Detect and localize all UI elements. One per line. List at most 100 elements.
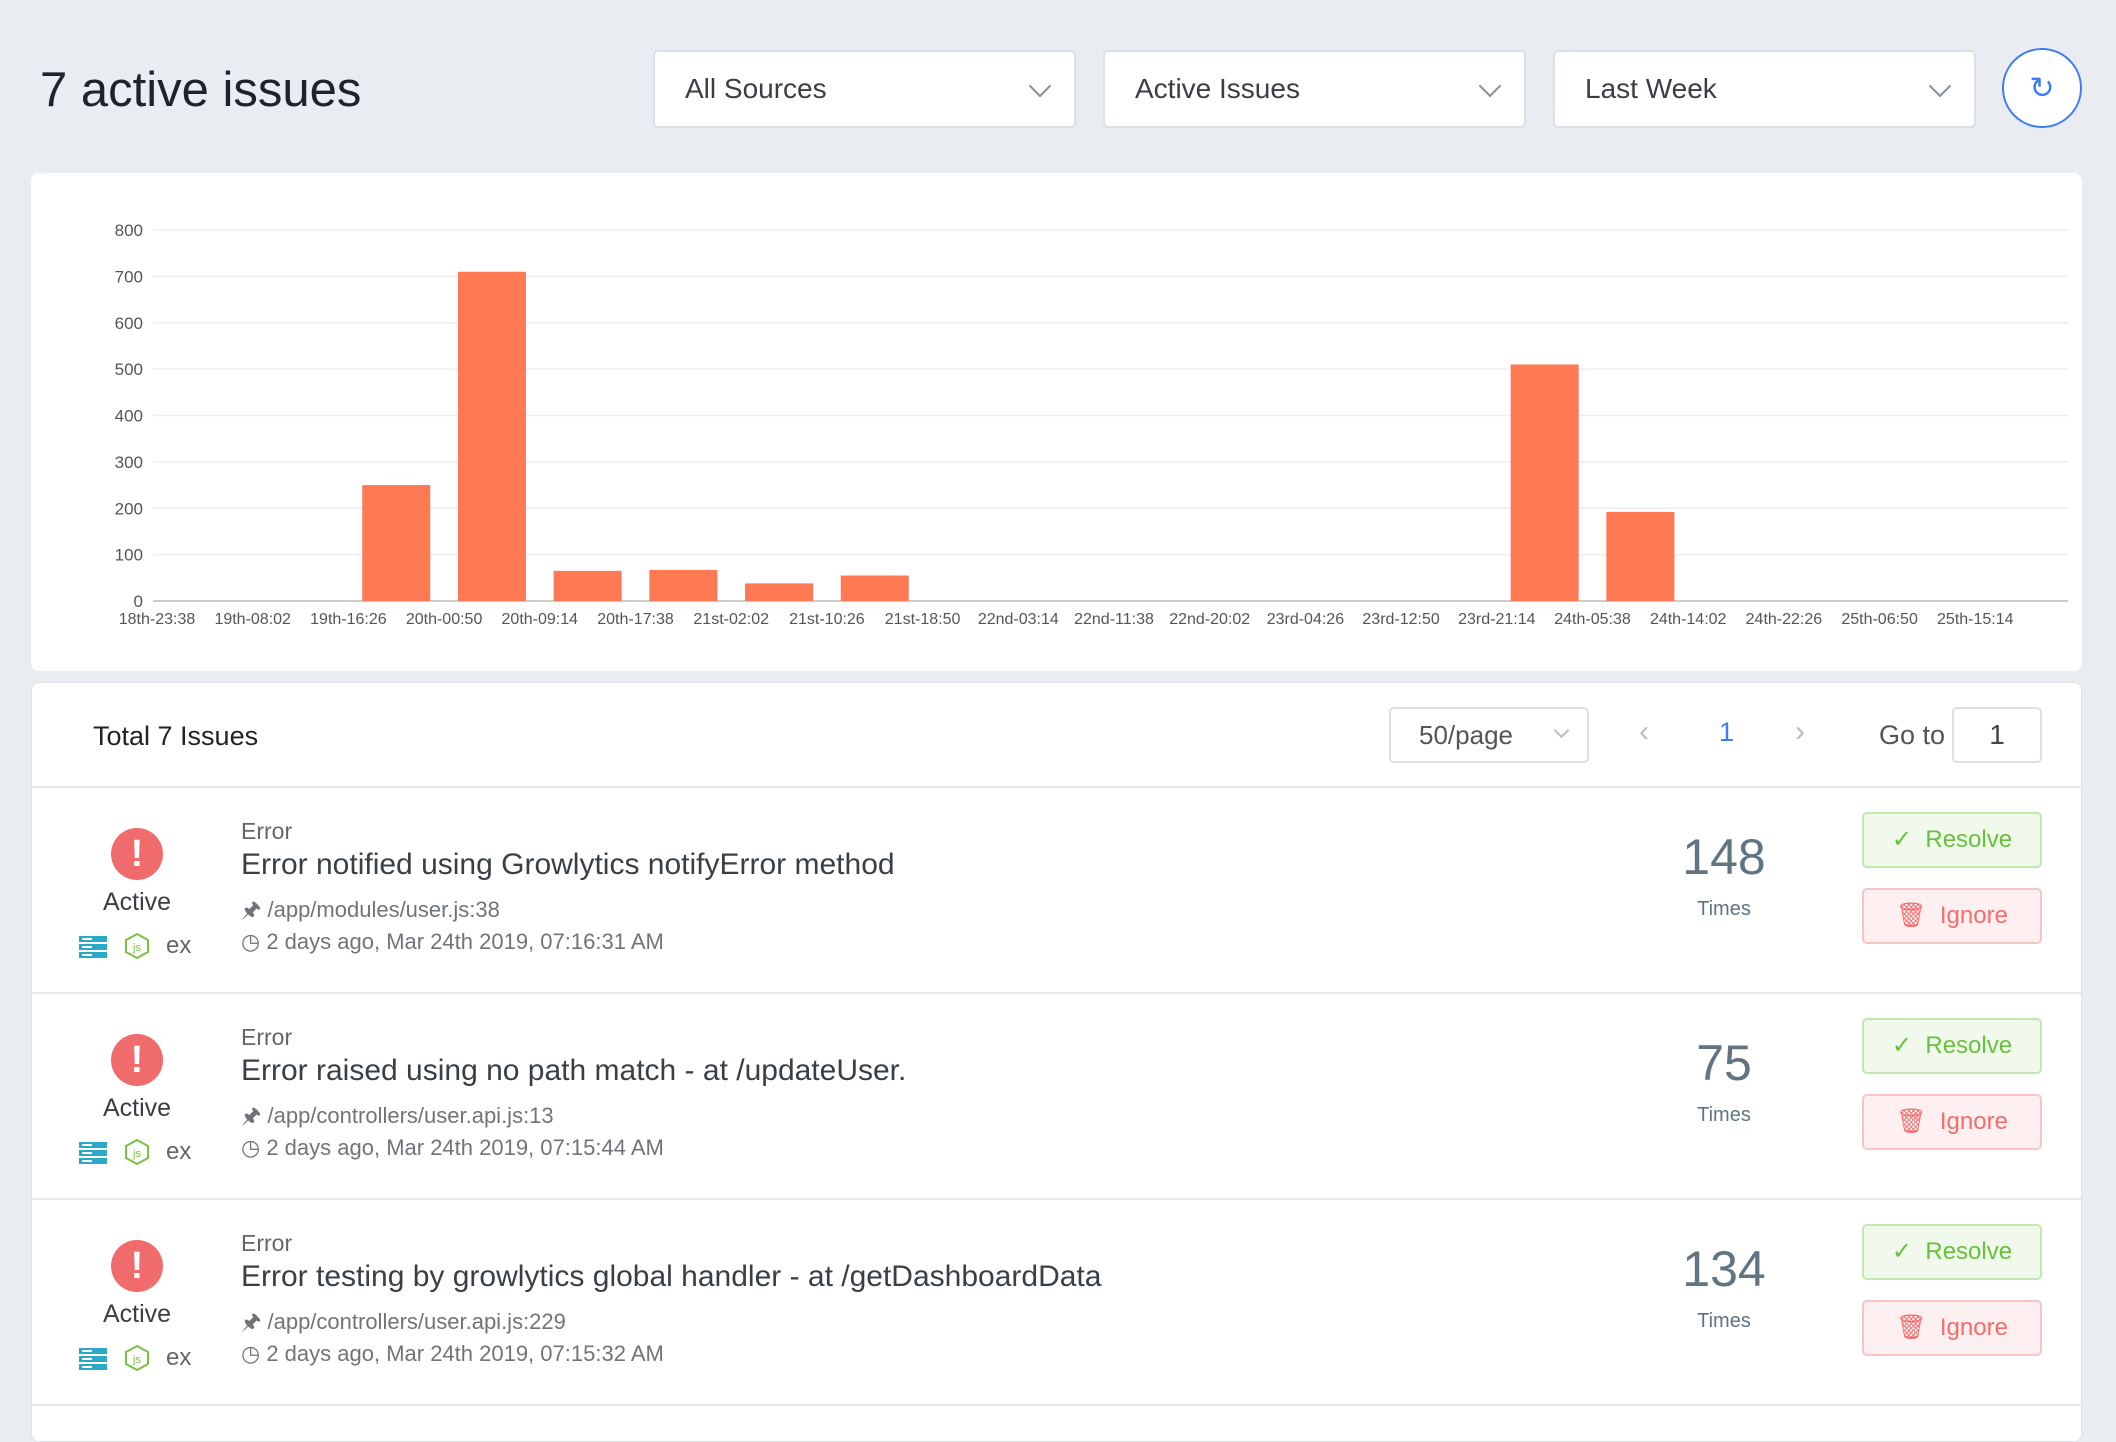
status-filter-dropdown[interactable]: Active Issues <box>1103 50 1526 128</box>
x-tick-label: 22nd-20:02 <box>1169 611 1250 628</box>
x-tick-label: 24th-14:02 <box>1650 611 1727 628</box>
nodejs-icon: js <box>125 1345 149 1371</box>
x-tick-label: 19th-08:02 <box>214 611 291 628</box>
occurrence-label: Times <box>1697 1104 1751 1126</box>
list-header: Total 7 Issues 50/page ‹ 1 › Go to <box>32 683 2081 788</box>
pin-icon: 🖈 <box>241 1103 262 1128</box>
goto-page-input[interactable] <box>1952 707 2042 763</box>
refresh-icon: ↻ <box>2029 71 2055 105</box>
check-icon: ✓ <box>1891 1238 1913 1265</box>
page-size-value: 50/page <box>1419 720 1513 750</box>
issue-path: /app/controllers/user.api.js:229 <box>267 1309 566 1334</box>
page-size-select[interactable]: 50/page <box>1389 707 1589 763</box>
express-label: ex <box>166 1138 192 1165</box>
y-tick-label: 200 <box>115 499 143 518</box>
chart-bar <box>457 271 526 601</box>
nodejs-icon: js <box>125 933 149 959</box>
error-icon: ! <box>111 828 163 880</box>
error-icon: ! <box>111 1240 163 1292</box>
y-tick-label: 500 <box>115 360 143 379</box>
issues-list-card: Total 7 Issues 50/page ‹ 1 › Go to ! Act… <box>31 682 2082 1442</box>
x-tick-label: 21st-10:26 <box>789 611 865 628</box>
next-page-button[interactable]: › <box>1795 715 1805 748</box>
source-filter-value: All Sources <box>685 73 827 104</box>
occurrence-count: 75 <box>1696 1035 1752 1091</box>
x-tick-label: 19th-16:26 <box>310 611 387 628</box>
clock-icon: ◷ <box>241 929 261 954</box>
y-tick-label: 800 <box>115 221 143 240</box>
time-range-value: Last Week <box>1585 73 1717 104</box>
chevron-down-icon <box>1928 74 1952 98</box>
chart-bar <box>362 485 431 601</box>
issue-status: Active <box>102 1300 172 1328</box>
issue-status: Active <box>102 1094 172 1122</box>
svg-text:js: js <box>132 1148 141 1160</box>
error-icon: ! <box>111 1034 163 1086</box>
issue-row[interactable]: ! Active js ex Error Error testing by gr… <box>32 1200 2081 1406</box>
check-icon: ✓ <box>1891 826 1913 853</box>
trash-icon: 🗑 <box>1896 902 1927 929</box>
clock-icon: ◷ <box>241 1135 261 1160</box>
y-tick-label: 700 <box>115 267 143 286</box>
svg-text:js: js <box>132 942 141 954</box>
page-title: 7 active issues <box>40 63 362 117</box>
x-tick-label: 22nd-03:14 <box>978 611 1059 628</box>
issue-title[interactable]: Error raised using no path match - at /u… <box>241 1054 907 1087</box>
x-tick-label: 25th-06:50 <box>1841 611 1918 628</box>
time-range-dropdown[interactable]: Last Week <box>1553 50 1976 128</box>
y-tick-label: 0 <box>134 592 143 611</box>
chart-bar <box>745 583 814 601</box>
occurrence-count: 148 <box>1682 829 1766 885</box>
chart-bar <box>649 569 718 601</box>
clock-icon: ◷ <box>241 1341 261 1366</box>
chart-bar <box>553 570 622 601</box>
server-icon <box>79 1142 107 1164</box>
issue-row[interactable]: ! Active js ex Error Error notified usin… <box>32 788 2081 994</box>
x-tick-label: 25th-15:14 <box>1937 611 2014 628</box>
ignore-button[interactable]: 🗑 Ignore <box>1862 1300 2042 1356</box>
issue-row[interactable]: ! Active js ex Error Error raised using … <box>32 994 2081 1200</box>
status-filter-value: Active Issues <box>1135 73 1300 104</box>
x-tick-label: 24th-05:38 <box>1554 611 1631 628</box>
source-filter-dropdown[interactable]: All Sources <box>653 50 1076 128</box>
pin-icon: 🖈 <box>241 897 262 922</box>
resolve-label: Resolve <box>1925 1238 2013 1265</box>
ignore-label: Ignore <box>1939 1108 2008 1135</box>
occurrence-count: 134 <box>1682 1241 1766 1297</box>
issue-type: Error <box>241 1230 293 1256</box>
y-tick-label: 100 <box>115 546 143 565</box>
issue-title[interactable]: Error notified using Growlytics notifyEr… <box>241 848 895 881</box>
chart-bar <box>1606 511 1675 601</box>
express-label: ex <box>166 932 192 959</box>
refresh-button[interactable]: ↻ <box>2002 48 2082 128</box>
chart-bar <box>840 575 909 601</box>
resolve-button[interactable]: ✓ Resolve <box>1862 1018 2042 1074</box>
x-tick-label: 20th-00:50 <box>406 611 483 628</box>
x-tick-label: 22nd-11:38 <box>1074 611 1154 628</box>
issue-time: 2 days ago, Mar 24th 2019, 07:15:44 AM <box>266 1135 664 1160</box>
ignore-button[interactable]: 🗑 Ignore <box>1862 888 2042 944</box>
y-tick-label: 300 <box>115 453 143 472</box>
issue-path: /app/controllers/user.api.js:13 <box>267 1103 554 1128</box>
ignore-label: Ignore <box>1939 902 2008 929</box>
pin-icon: 🖈 <box>241 1309 262 1334</box>
occurrence-label: Times <box>1697 898 1751 920</box>
issue-status: Active <box>102 888 172 916</box>
issue-title[interactable]: Error testing by growlytics global handl… <box>241 1260 1102 1293</box>
resolve-button[interactable]: ✓ Resolve <box>1862 812 2042 868</box>
x-tick-label: 18th-23:38 <box>119 611 196 628</box>
nodejs-icon: js <box>125 1139 149 1165</box>
chevron-down-icon <box>1553 722 1570 739</box>
current-page[interactable]: 1 <box>1719 717 1735 747</box>
issues-bar-chart: 0 100 200 300 400 500 600 700 800 18th-23:38 19th-… <box>115 221 2068 628</box>
x-tick-label: 23rd-21:14 <box>1458 611 1535 628</box>
resolve-label: Resolve <box>1925 1032 2013 1059</box>
y-tick-label: 600 <box>115 314 143 333</box>
ignore-button[interactable]: 🗑 Ignore <box>1862 1094 2042 1150</box>
x-tick-label: 21st-18:50 <box>885 611 961 628</box>
prev-page-button[interactable]: ‹ <box>1639 715 1649 748</box>
express-label: ex <box>166 1344 192 1371</box>
chevron-down-icon <box>1028 74 1052 98</box>
resolve-button[interactable]: ✓ Resolve <box>1862 1224 2042 1280</box>
goto-label: Go to <box>1879 720 1946 750</box>
